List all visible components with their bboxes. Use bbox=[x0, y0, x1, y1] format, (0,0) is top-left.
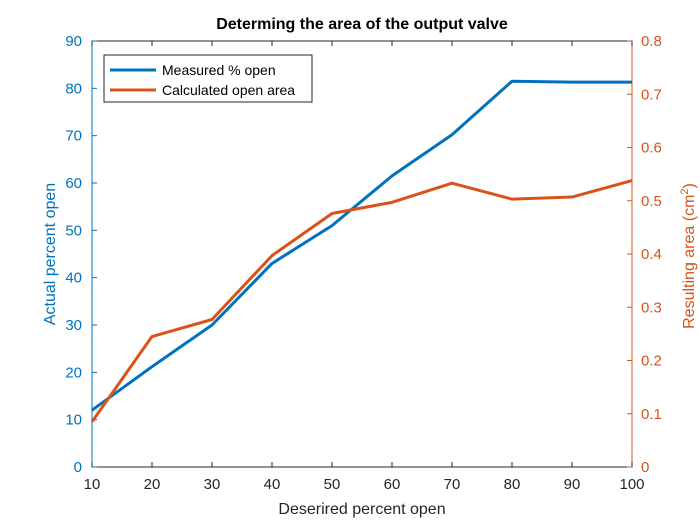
series-line-2 bbox=[90, 179, 633, 423]
x-tick-label: 50 bbox=[324, 476, 341, 493]
x-tick-label: 100 bbox=[619, 476, 644, 493]
right-y-tick-label: 0.3 bbox=[641, 299, 662, 316]
x-tick-label: 60 bbox=[384, 476, 401, 493]
right-y-tick-label: 0.4 bbox=[641, 246, 662, 263]
x-tick-label: 80 bbox=[504, 476, 521, 493]
left-y-tick-label: 10 bbox=[65, 412, 82, 429]
plot-area bbox=[91, 40, 633, 468]
right-y-tick-label: 0.5 bbox=[641, 193, 662, 210]
left-y-tick-label: 0 bbox=[74, 459, 82, 476]
right-y-tick-label: 0.1 bbox=[641, 406, 662, 423]
right-y-axis-label-close: ) bbox=[681, 183, 698, 188]
x-tick-label: 30 bbox=[204, 476, 221, 493]
legend: Measured % open Calculated open area bbox=[103, 54, 313, 103]
left-y-tick-label: 60 bbox=[65, 175, 82, 192]
right-y-axis: 0 0.1 0.2 0.3 0.4 0.5 0.6 0.7 0.8 bbox=[627, 33, 662, 476]
right-y-tick-label: 0.6 bbox=[641, 140, 662, 157]
left-y-axis: 0 10 20 30 40 50 60 70 80 90 bbox=[65, 33, 97, 476]
right-y-axis-label: Resulting area (cm2) bbox=[679, 183, 698, 329]
left-y-tick-label: 20 bbox=[65, 364, 82, 381]
left-y-tick-label: 90 bbox=[65, 33, 82, 50]
chart-title: Determing the area of the output valve bbox=[216, 16, 508, 33]
left-y-tick-label: 30 bbox=[65, 317, 82, 334]
x-tick-label: 10 bbox=[84, 476, 101, 493]
x-tick-label: 90 bbox=[564, 476, 581, 493]
left-y-tick-label: 40 bbox=[65, 270, 82, 287]
x-tick-label: 70 bbox=[444, 476, 461, 493]
series-line-1 bbox=[91, 79, 632, 412]
legend-entry-2: Calculated open area bbox=[162, 82, 295, 98]
right-y-axis-label-main: Resulting area (cm bbox=[681, 195, 698, 329]
left-y-axis-label: Actual percent open bbox=[42, 183, 59, 325]
x-tick-label: 20 bbox=[144, 476, 161, 493]
right-y-tick-label: 0.7 bbox=[641, 86, 662, 103]
left-y-tick-label: 80 bbox=[65, 80, 82, 97]
x-tick-label: 40 bbox=[264, 476, 281, 493]
left-y-tick-label: 70 bbox=[65, 128, 82, 145]
x-axis: 10 20 30 40 50 60 70 80 90 100 bbox=[84, 41, 645, 493]
x-axis-label: Deserired percent open bbox=[278, 501, 445, 518]
legend-box bbox=[103, 54, 313, 103]
series-layer bbox=[90, 79, 633, 423]
right-y-axis-label-superscript: 2 bbox=[679, 188, 691, 194]
left-y-tick-label: 50 bbox=[65, 222, 82, 239]
legend-entry-1: Measured % open bbox=[162, 62, 276, 78]
right-y-tick-label: 0.8 bbox=[641, 33, 662, 50]
right-y-tick-label: 0 bbox=[641, 459, 649, 476]
right-y-tick-label: 0.2 bbox=[641, 353, 662, 370]
